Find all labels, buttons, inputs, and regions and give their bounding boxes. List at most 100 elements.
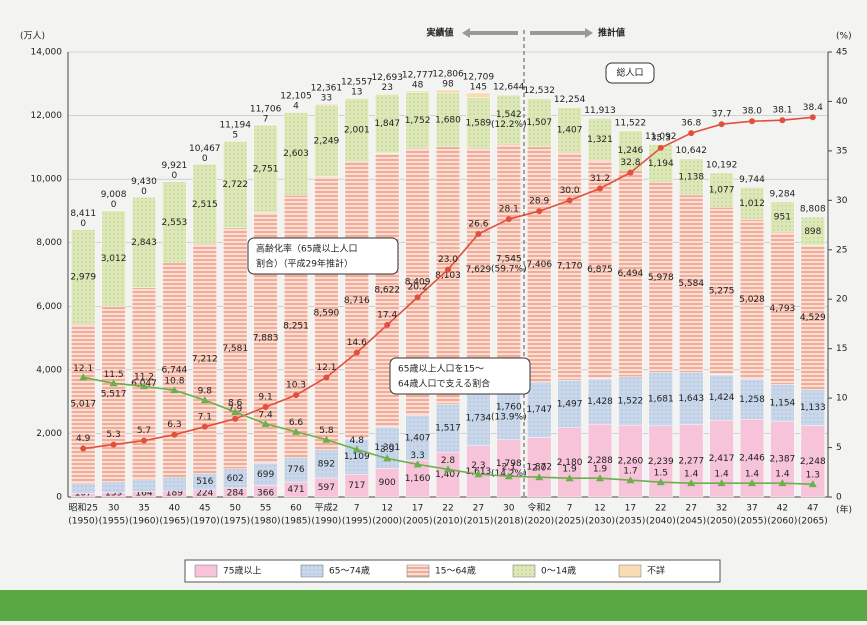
line-value-label: 1.4 [714, 470, 729, 480]
aging-callout: 高齢化率（65歳以上人口 [256, 243, 357, 255]
total-label: 10,467 [189, 144, 221, 154]
total-label: 10,192 [706, 161, 738, 171]
value-label: 1,138 [678, 172, 704, 182]
value-label: 5,517 [101, 390, 127, 400]
value-label: 5 [232, 131, 238, 141]
line-marker [111, 442, 117, 448]
value-label: 284 [227, 489, 244, 499]
x-tick-label: 令和2 [527, 502, 551, 514]
line-marker [293, 392, 299, 398]
value-label: 2,843 [131, 238, 157, 248]
y-tick-label: 2,000 [36, 429, 62, 439]
value-label: 892 [318, 459, 335, 469]
value-label: 1,522 [618, 396, 644, 406]
line-value-label: 5.3 [106, 430, 120, 440]
line-value-label: 11.5 [104, 370, 124, 380]
legend-label: 75歳以上 [223, 565, 261, 577]
y2-tick-label: 45 [836, 48, 847, 58]
line-value-label: 35.3 [651, 133, 671, 143]
total-label: 12,693 [371, 73, 403, 83]
x-tick-label: 60 [290, 504, 302, 514]
y2-tick-label: 10 [836, 394, 848, 404]
total-label: 9,921 [162, 161, 188, 171]
y2-tick-label: 5 [836, 443, 842, 453]
y-tick-label: 10,000 [31, 175, 63, 185]
legend-swatch [407, 565, 429, 577]
line-value-label: 5.8 [319, 426, 334, 436]
value-label: 0 [172, 171, 178, 181]
value-label: 8,590 [314, 309, 340, 319]
total-label: 12,777 [402, 70, 434, 80]
line-value-label: 7.4 [258, 410, 273, 420]
total-label: 9,284 [770, 189, 796, 199]
line-value-label: 1.4 [775, 470, 790, 480]
line-value-label: 1.9 [562, 465, 577, 475]
x-tick-label: 平成2 [315, 502, 339, 514]
line-marker [263, 404, 269, 410]
line-marker [323, 374, 329, 380]
value-label: 1,734 [466, 414, 492, 424]
x-tick-year: (1965) [159, 517, 189, 527]
total-label: 8,808 [800, 205, 826, 215]
value-label: 4 [293, 102, 299, 112]
x-tick-label: 55 [260, 504, 271, 514]
value-label: 1,760 [496, 402, 522, 412]
line-value-label: 1.4 [745, 470, 760, 480]
total-label: 11,913 [584, 106, 616, 116]
legend-swatch [619, 565, 641, 577]
support-callout: 64歳人口で支える割合 [398, 378, 490, 390]
value-label: 1,077 [709, 186, 735, 196]
line-value-label: 4.8 [350, 436, 365, 446]
x-tick-year: (2055) [737, 517, 767, 527]
x-tick-label: 12 [381, 504, 392, 514]
line-marker [779, 117, 785, 123]
value-label: 2,239 [648, 457, 674, 467]
line-value-label: 38.4 [803, 103, 823, 113]
line-value-label: 7.1 [198, 412, 212, 422]
x-tick-year: (2065) [798, 517, 828, 527]
value-label: 7 [263, 114, 269, 124]
x-tick-year: (1980) [251, 517, 281, 527]
line-value-label: 1.9 [593, 465, 608, 475]
total-label: 12,557 [341, 77, 373, 87]
line-marker [354, 350, 360, 356]
line-marker [567, 197, 573, 203]
x-tick-year: (2000) [372, 517, 402, 527]
y2-tick-label: 40 [836, 97, 848, 107]
value-label: 98 [442, 79, 454, 89]
x-tick-label: 22 [442, 504, 453, 514]
value-label: 2,277 [678, 456, 704, 466]
total-label: 11,194 [219, 121, 251, 131]
x-tick-year: (2025) [555, 517, 585, 527]
value-label: 1,321 [587, 135, 613, 145]
line-value-label: 1.3 [806, 471, 820, 481]
value-label: 8,716 [344, 296, 370, 306]
x-tick-label: 27 [685, 504, 696, 514]
x-tick-label: 35 [138, 504, 149, 514]
line-marker [475, 231, 481, 237]
value-label: 776 [287, 465, 304, 475]
line-value-label: 12.1 [73, 364, 93, 374]
value-label: 1,160 [405, 474, 431, 484]
value-label: 6,875 [587, 265, 613, 275]
line-marker [232, 416, 238, 422]
y2-tick-label: 20 [836, 295, 848, 305]
value-label: 1,424 [709, 393, 735, 403]
y2-tick-label: 15 [836, 344, 847, 354]
line-value-label: 17.4 [377, 310, 397, 320]
value-label: 2,387 [770, 455, 796, 465]
value-label: 1,428 [587, 397, 613, 407]
y2-tick-label: 30 [836, 196, 848, 206]
line-marker [536, 208, 542, 214]
value-label: 7,212 [192, 354, 218, 364]
y-tick-label: 0 [56, 493, 62, 503]
value-label: 2,001 [344, 126, 370, 136]
y2-tick-label: 25 [836, 245, 847, 255]
y-tick-label: 12,000 [31, 111, 63, 121]
x-tick-year: (1955) [99, 517, 129, 527]
value-label: 1,847 [374, 119, 400, 129]
value-label: 2,751 [253, 164, 279, 174]
line-value-label: 36.8 [681, 119, 701, 129]
x-tick-label: 45 [199, 504, 210, 514]
total-label: 9,008 [101, 190, 127, 200]
